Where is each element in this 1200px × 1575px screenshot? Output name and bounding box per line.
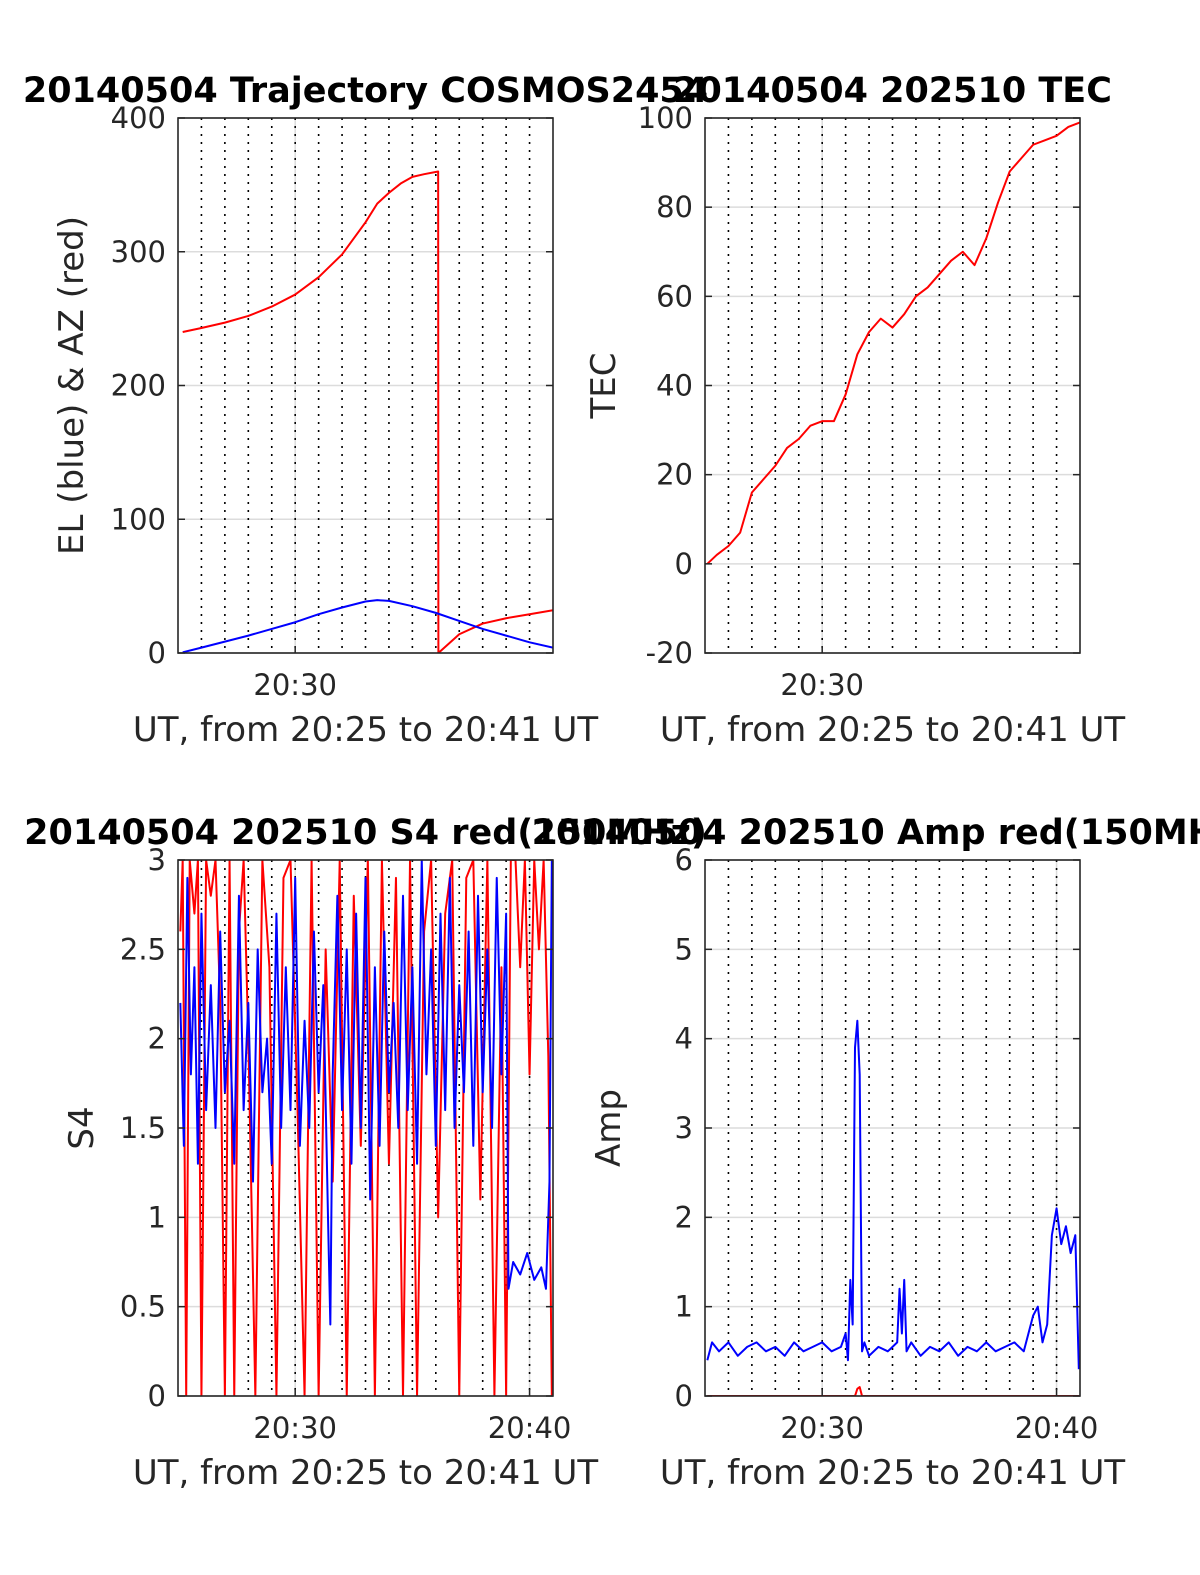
y-tick-label: 300	[111, 235, 166, 269]
y-tick-label: 0	[148, 1379, 166, 1413]
x-tick-label: 20:40	[1015, 1411, 1099, 1445]
x-axis-label: UT, from 20:25 to 20:41 UT	[660, 710, 1126, 750]
y-tick-label: 2	[675, 1200, 693, 1234]
x-tick-label: 20:30	[780, 1411, 864, 1445]
y-tick-label: 80	[656, 190, 693, 224]
series-line-1	[179, 860, 553, 1326]
chart-amp: 0 1 2 3 4 5 6 20:30 20:40 20140504 202510 Amp red…	[532, 813, 1200, 1493]
series-line-0	[707, 1386, 1080, 1396]
y-tick-label: 3	[148, 843, 166, 877]
y-tick-label: 100	[111, 502, 166, 536]
y-tick-label: 3	[675, 1111, 693, 1145]
y-tick-label: 40	[656, 369, 693, 403]
y-axis-label: TEC	[584, 353, 624, 420]
series-line-1	[706, 1019, 1080, 1370]
y-tick-label: 1	[675, 1290, 693, 1324]
chart-s4: 0 0.5 1 1.5 2 2.5 3 20:30 20:40 20140504 202510 S…	[24, 813, 707, 1493]
y-tick-label: 400	[111, 101, 166, 135]
chart-title: 20140504 Trajectory COSMOS2454	[23, 71, 708, 111]
y-tick-label: 6	[675, 843, 693, 877]
x-tick-label: 20:30	[253, 668, 337, 702]
x-tick-label: 20:30	[253, 1411, 337, 1445]
y-tick-label: 100	[638, 101, 693, 135]
chart-tec: -20 0 20 40 60 80 100 20:30 20140504 202510 TEC U…	[584, 71, 1125, 750]
y-axis-label: Amp	[589, 1089, 629, 1167]
y-tick-label: 200	[111, 369, 166, 403]
y-tick-label: 0	[148, 636, 166, 670]
y-tick-label: -20	[646, 636, 693, 670]
y-tick-label: 1	[148, 1200, 166, 1234]
y-tick-label: 2	[148, 1022, 166, 1056]
x-tick-label: 20:30	[780, 668, 864, 702]
y-tick-label: 5	[675, 932, 693, 966]
y-tick-label: 0	[675, 1379, 693, 1413]
y-tick-label: 0	[675, 547, 693, 581]
y-tick-label: 0.5	[120, 1290, 166, 1324]
chart-title: 20140504 202510 TEC	[673, 71, 1112, 111]
x-axis-label: UT, from 20:25 to 20:41 UT	[133, 1453, 599, 1493]
x-axis-label: UT, from 20:25 to 20:41 UT	[133, 710, 599, 750]
y-tick-label: 20	[656, 458, 693, 492]
y-axis-label: S4	[62, 1106, 102, 1149]
series-line-1	[182, 599, 553, 653]
series-line-0	[179, 860, 553, 1396]
y-tick-label: 4	[675, 1022, 693, 1056]
y-tick-label: 2.5	[120, 932, 166, 966]
x-axis-label: UT, from 20:25 to 20:41 UT	[660, 1453, 1126, 1493]
series-line-0	[706, 121, 1080, 565]
y-axis-label: EL (blue) & AZ (red)	[52, 216, 92, 555]
x-tick-label: 20:40	[488, 1411, 572, 1445]
y-tick-label: 60	[656, 279, 693, 313]
y-tick-label: 1.5	[120, 1111, 166, 1145]
chart-title: 20140504 202510 Amp red(150MHz)	[532, 813, 1200, 853]
chart-title: 20140504 202510 S4 red(150MHz)	[24, 813, 707, 853]
